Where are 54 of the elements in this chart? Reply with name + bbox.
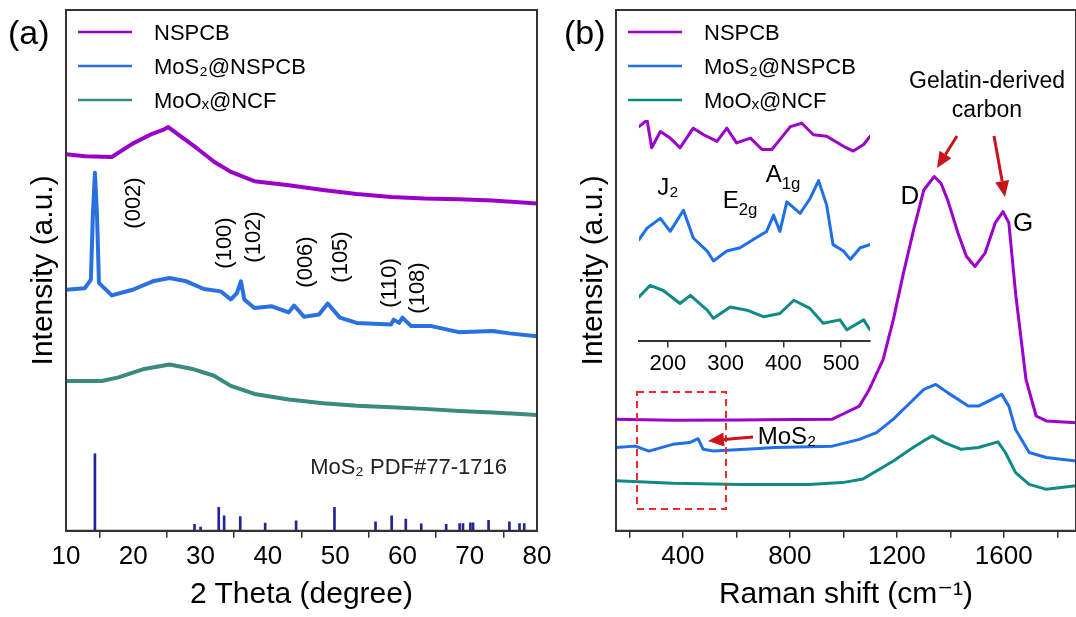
bar xyxy=(193,524,196,531)
x-axis-title: 2 Theta (degree) xyxy=(190,576,413,610)
bar xyxy=(458,523,461,531)
x-tick-label: 1600 xyxy=(974,539,1033,570)
annotation: D xyxy=(900,180,920,210)
bar xyxy=(238,516,242,531)
legend-label: NSPCB xyxy=(154,20,230,45)
text: Gelatin-derived carbon xyxy=(909,67,1065,122)
x-tick-label: 70 xyxy=(455,539,485,570)
x-tick-label: 1200 xyxy=(867,539,926,570)
legend-label: MoS₂@NSPCB xyxy=(704,54,856,79)
annotation: J₂ xyxy=(657,173,679,200)
x-tick-label: 800 xyxy=(768,539,812,570)
x-tick-label: 200 xyxy=(649,349,687,375)
bar xyxy=(374,521,377,531)
x-tick-label: 400 xyxy=(661,539,705,570)
legend-label: NSPCB xyxy=(704,20,780,45)
text: (a) xyxy=(8,13,50,51)
bar xyxy=(419,523,423,531)
x-tick-label: 40 xyxy=(253,539,283,570)
annotation: MoS₂ xyxy=(757,422,817,449)
x-tick-label: 20 xyxy=(118,539,148,570)
x-tick-label: 50 xyxy=(320,539,350,570)
annotation: (002) xyxy=(119,177,145,229)
bar xyxy=(518,523,521,531)
y-axis-title: Intensity (a.u.) xyxy=(575,175,609,366)
annotation: (110) xyxy=(375,258,401,308)
annotation: (108) xyxy=(403,262,429,314)
annotation: (100) xyxy=(210,217,236,269)
bar xyxy=(404,518,408,531)
legend-label: MoOₓ@NCF xyxy=(704,88,827,113)
legend-label: MoS₂@NSPCB xyxy=(154,54,306,79)
x-tick-label: 500 xyxy=(822,349,860,375)
x-tick-label: 400 xyxy=(765,349,802,375)
legend-label: MoOₓ@NCF xyxy=(154,88,277,113)
annotation: (102) xyxy=(239,211,265,263)
y-axis-title: Intensity (a.u.) xyxy=(25,175,59,366)
bar xyxy=(390,515,393,531)
annotation: G xyxy=(1012,207,1034,237)
series-label: MoS₂ PDF#77-1716 xyxy=(310,453,508,479)
bar xyxy=(217,507,221,531)
x-tick-label: 300 xyxy=(707,349,744,375)
x-tick-label: 80 xyxy=(522,539,552,570)
bar xyxy=(522,523,526,531)
bar xyxy=(333,507,336,531)
bar xyxy=(487,519,490,531)
x-tick-label: 10 xyxy=(51,539,81,570)
annotation: (006) xyxy=(291,236,317,288)
annotation: (105) xyxy=(326,231,352,283)
x-axis-title: Raman shift (cm⁻¹) xyxy=(718,576,974,610)
text: (b) xyxy=(564,13,606,51)
x-tick-label: 30 xyxy=(186,539,216,570)
bar xyxy=(508,521,511,531)
x-tick-label: 60 xyxy=(387,539,417,570)
